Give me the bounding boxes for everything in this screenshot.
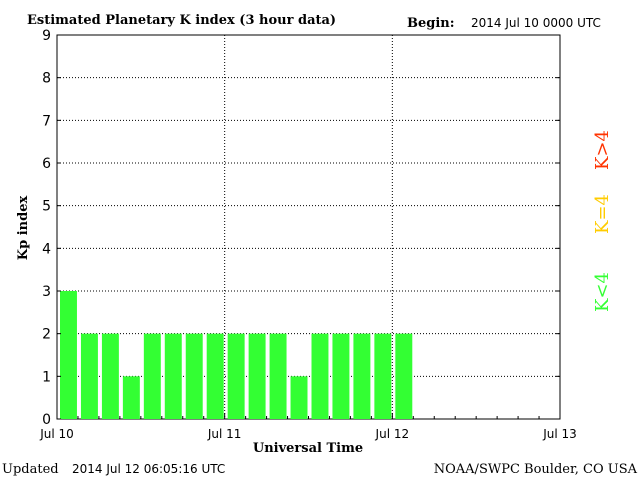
x-axis-label: Universal Time (253, 441, 363, 456)
x-tick-label: Jul 10 (39, 427, 74, 441)
legend-k-greater-4: K>4 (592, 130, 613, 170)
kp-bar (332, 333, 350, 419)
source-credit: NOAA/SWPC Boulder, CO USA (434, 462, 638, 477)
x-tick-label: Jul 12 (375, 427, 410, 441)
plot-area (56, 34, 561, 420)
y-tick-label: 4 (42, 241, 51, 257)
kp-bar (206, 333, 224, 419)
grid-lines (57, 35, 560, 419)
y-tick-label: 9 (42, 28, 51, 44)
updated-label: Updated (2, 462, 59, 477)
chart-title: Estimated Planetary K index (3 hour data… (27, 13, 336, 28)
kp-bar (374, 333, 392, 419)
x-tick-label: Jul 13 (542, 427, 577, 441)
kp-bar (185, 333, 203, 419)
y-axis-label: Kp index (16, 196, 31, 261)
y-tick-label: 5 (42, 199, 51, 215)
y-tick-label: 8 (42, 71, 51, 87)
kp-bar (248, 333, 266, 419)
kp-bar (269, 333, 287, 419)
x-axis-ticks: Jul 10 Jul 11 Jul 12 Jul 13 (39, 413, 577, 441)
y-tick-label: 3 (42, 284, 51, 300)
begin-value: 2014 Jul 10 0000 UTC (471, 16, 601, 30)
kp-bar (311, 333, 329, 419)
y-tick-label: 0 (42, 412, 51, 428)
updated-value: 2014 Jul 12 06:05:16 UTC (72, 462, 225, 476)
kp-bar (353, 333, 371, 419)
kp-bar (395, 333, 413, 419)
kp-bar (227, 333, 245, 419)
kp-bar (60, 291, 77, 419)
y-tick-label: 7 (42, 113, 51, 129)
legend-k-less-4: K<4 (592, 272, 613, 312)
kp-bar (122, 376, 140, 419)
kp-bar (101, 333, 119, 419)
y-tick-label: 6 (42, 156, 51, 172)
kp-bar (143, 333, 161, 419)
y-tick-label: 1 (42, 369, 51, 385)
legend-k-equal-4: K=4 (592, 194, 613, 234)
y-axis-ticks: 0 1 2 3 4 5 6 7 8 9 (42, 28, 560, 428)
bars-group (60, 291, 413, 419)
begin-label: Begin: (407, 16, 455, 31)
y-tick-label: 2 (42, 327, 51, 343)
x-tick-label: Jul 11 (207, 427, 242, 441)
kp-bar (80, 333, 98, 419)
kp-bar (290, 376, 308, 419)
kp-bar (164, 333, 182, 419)
